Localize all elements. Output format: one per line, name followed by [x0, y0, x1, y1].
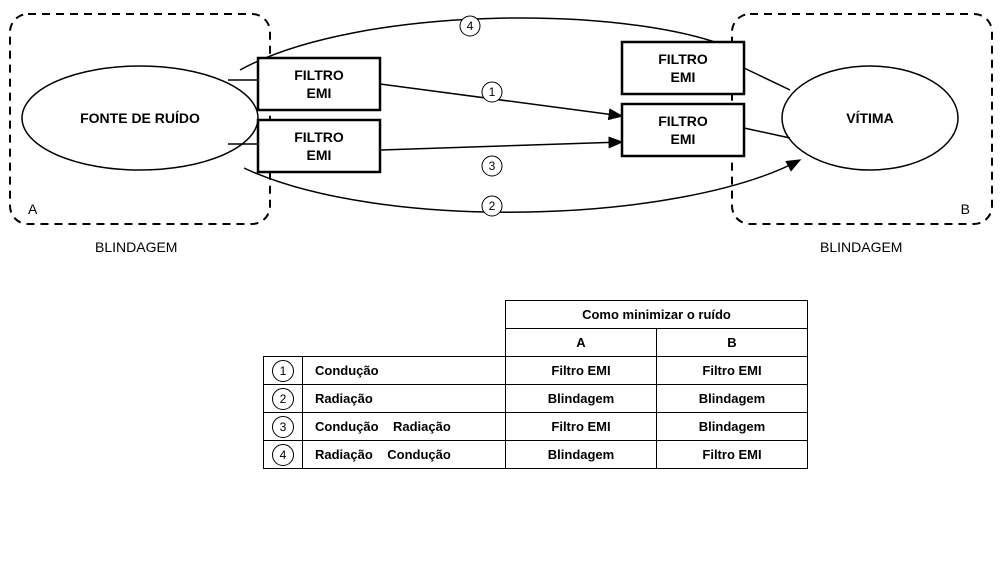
- row-number: 2: [272, 388, 294, 410]
- filter-label-1: FILTRO: [294, 67, 344, 83]
- row-sol-a: Blindagem: [506, 441, 657, 469]
- filter-label-2: EMI: [671, 131, 696, 147]
- filter-label-1: FILTRO: [658, 51, 708, 67]
- shield-bottom-label: BLINDAGEM: [95, 239, 177, 255]
- victim-ellipse-label: VÍTIMA: [846, 110, 893, 126]
- row-type: Radiação: [303, 385, 506, 413]
- row-sol-a: Filtro EMI: [506, 413, 657, 441]
- row-number: 3: [272, 416, 294, 438]
- filter-label-2: EMI: [671, 69, 696, 85]
- path-3: [380, 142, 622, 150]
- filter-box-3: [622, 104, 744, 156]
- table-row: 2RadiaçãoBlindagemBlindagem: [264, 385, 808, 413]
- connector: [744, 128, 790, 138]
- filter-box-1: [258, 120, 380, 172]
- row-type: Condução Radiação: [303, 413, 506, 441]
- col-a: A: [506, 329, 657, 357]
- emi-diagram: A BLINDAGEM B BLINDAGEM FONTE DE RUÍDO VÍTIMA…: [0, 0, 1007, 270]
- row-number: 4: [272, 444, 294, 466]
- path-label: 2: [489, 199, 496, 213]
- shield-label: A: [28, 201, 38, 217]
- filter-box-0: [258, 58, 380, 110]
- row-sol-a: Filtro EMI: [506, 357, 657, 385]
- table-row: 1ConduçãoFiltro EMIFiltro EMI: [264, 357, 808, 385]
- filter-label-1: FILTRO: [658, 113, 708, 129]
- row-sol-b: Blindagem: [657, 385, 808, 413]
- filter-label-1: FILTRO: [294, 129, 344, 145]
- path-label: 4: [467, 19, 474, 33]
- row-sol-b: Filtro EMI: [657, 357, 808, 385]
- noise-source-ellipse-label: FONTE DE RUÍDO: [80, 110, 200, 126]
- row-sol-a: Blindagem: [506, 385, 657, 413]
- row-sol-b: Blindagem: [657, 413, 808, 441]
- connector: [744, 68, 790, 90]
- filter-label-2: EMI: [307, 85, 332, 101]
- path-label: 3: [489, 159, 496, 173]
- table-row: 4 Radiação ConduçãoBlindagemFiltro EMI: [264, 441, 808, 469]
- path-label: 1: [489, 85, 496, 99]
- row-number: 1: [272, 360, 294, 382]
- row-type: Radiação Condução: [303, 441, 506, 469]
- noise-minimization-table: Como minimizar o ruído A B 1ConduçãoFilt…: [263, 300, 808, 469]
- col-b: B: [657, 329, 808, 357]
- filter-label-2: EMI: [307, 147, 332, 163]
- shield-label: B: [961, 201, 970, 217]
- table-row: 3 Condução RadiaçãoFiltro EMIBlindagem: [264, 413, 808, 441]
- filter-box-2: [622, 42, 744, 94]
- shield-bottom-label: BLINDAGEM: [820, 239, 902, 255]
- row-sol-b: Filtro EMI: [657, 441, 808, 469]
- table-header-title: Como minimizar o ruído: [506, 301, 808, 329]
- row-type: Condução: [303, 357, 506, 385]
